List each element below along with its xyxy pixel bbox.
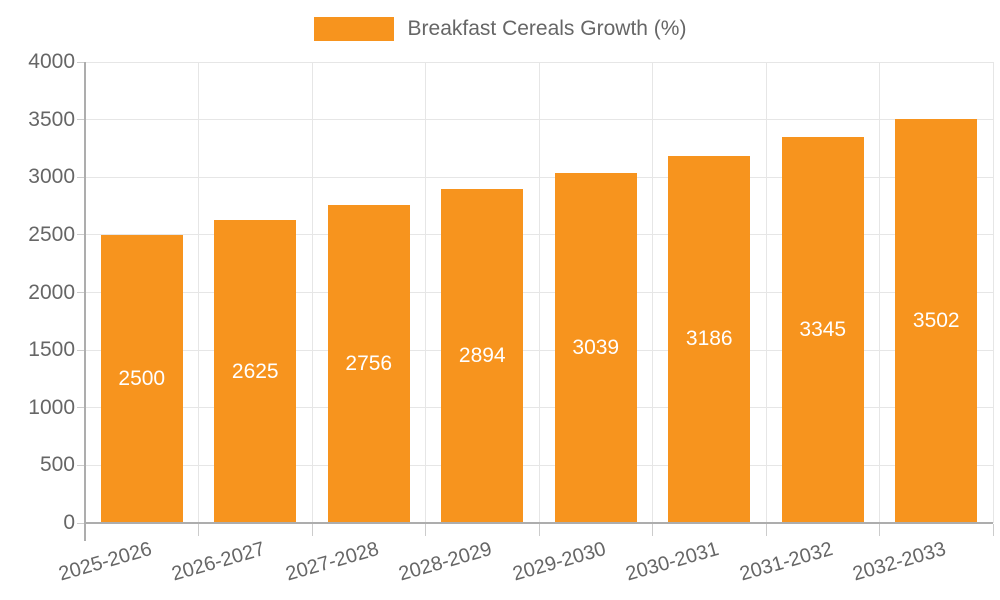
bar-value-label: 3186 [685,327,733,351]
gridline-vertical [992,62,994,523]
bar[interactable] [895,119,978,523]
y-tick-label: 2000 [28,280,75,304]
y-tick-mark [77,119,85,121]
y-tick-label: 3500 [28,107,75,131]
y-tick-mark [77,61,85,63]
x-tick-mark [652,524,653,536]
y-tick-label: 0 [63,511,75,534]
y-tick-label: 2500 [28,222,75,246]
bar-value-label: 2894 [458,344,506,368]
bar[interactable] [668,155,751,523]
y-axis-line [84,62,86,541]
x-tick-mark [425,524,426,536]
gridline-vertical [311,62,313,523]
y-tick-label: 500 [39,453,75,477]
legend-label: Breakfast Cereals Growth (%) [407,17,687,40]
bar[interactable] [441,189,524,523]
y-tick-mark [77,349,85,351]
gridline-vertical [198,62,199,523]
y-tick-label: 4000 [28,50,75,73]
legend-swatch [313,17,394,41]
y-tick-mark [77,176,85,178]
x-tick-mark [311,524,313,536]
gridline-vertical [652,62,653,523]
bar[interactable] [100,234,183,523]
legend[interactable]: Breakfast Cereals Growth (%) [0,14,1000,44]
gridline-vertical [879,62,880,523]
bar-value-label: 3502 [912,309,960,333]
bar-value-label: 2625 [231,359,279,383]
y-tick-mark [77,407,85,409]
y-tick-mark [77,292,85,293]
x-axis-line [85,522,993,524]
y-tick-mark [77,234,85,236]
gridline-vertical [538,62,540,523]
bar-value-label: 3345 [799,318,847,342]
x-tick-mark [765,524,767,536]
y-tick-label: 3000 [28,165,75,189]
y-tick-mark [77,522,85,524]
x-tick-mark [879,524,880,536]
bar[interactable] [327,205,410,523]
bar[interactable] [214,220,297,523]
y-tick-label: 1000 [28,395,75,419]
y-tick-label: 1500 [28,338,75,362]
bar-value-label: 2756 [345,352,393,376]
gridline-vertical [425,62,426,523]
bar-value-label: 3039 [572,335,620,359]
bar[interactable] [554,172,637,523]
x-tick-mark [538,524,540,536]
x-tick-mark [198,524,199,536]
x-tick-mark [992,524,994,536]
bar[interactable] [781,137,864,523]
y-tick-mark [77,464,85,466]
gridline-vertical [765,62,767,523]
bar-value-label: 2500 [118,366,166,390]
